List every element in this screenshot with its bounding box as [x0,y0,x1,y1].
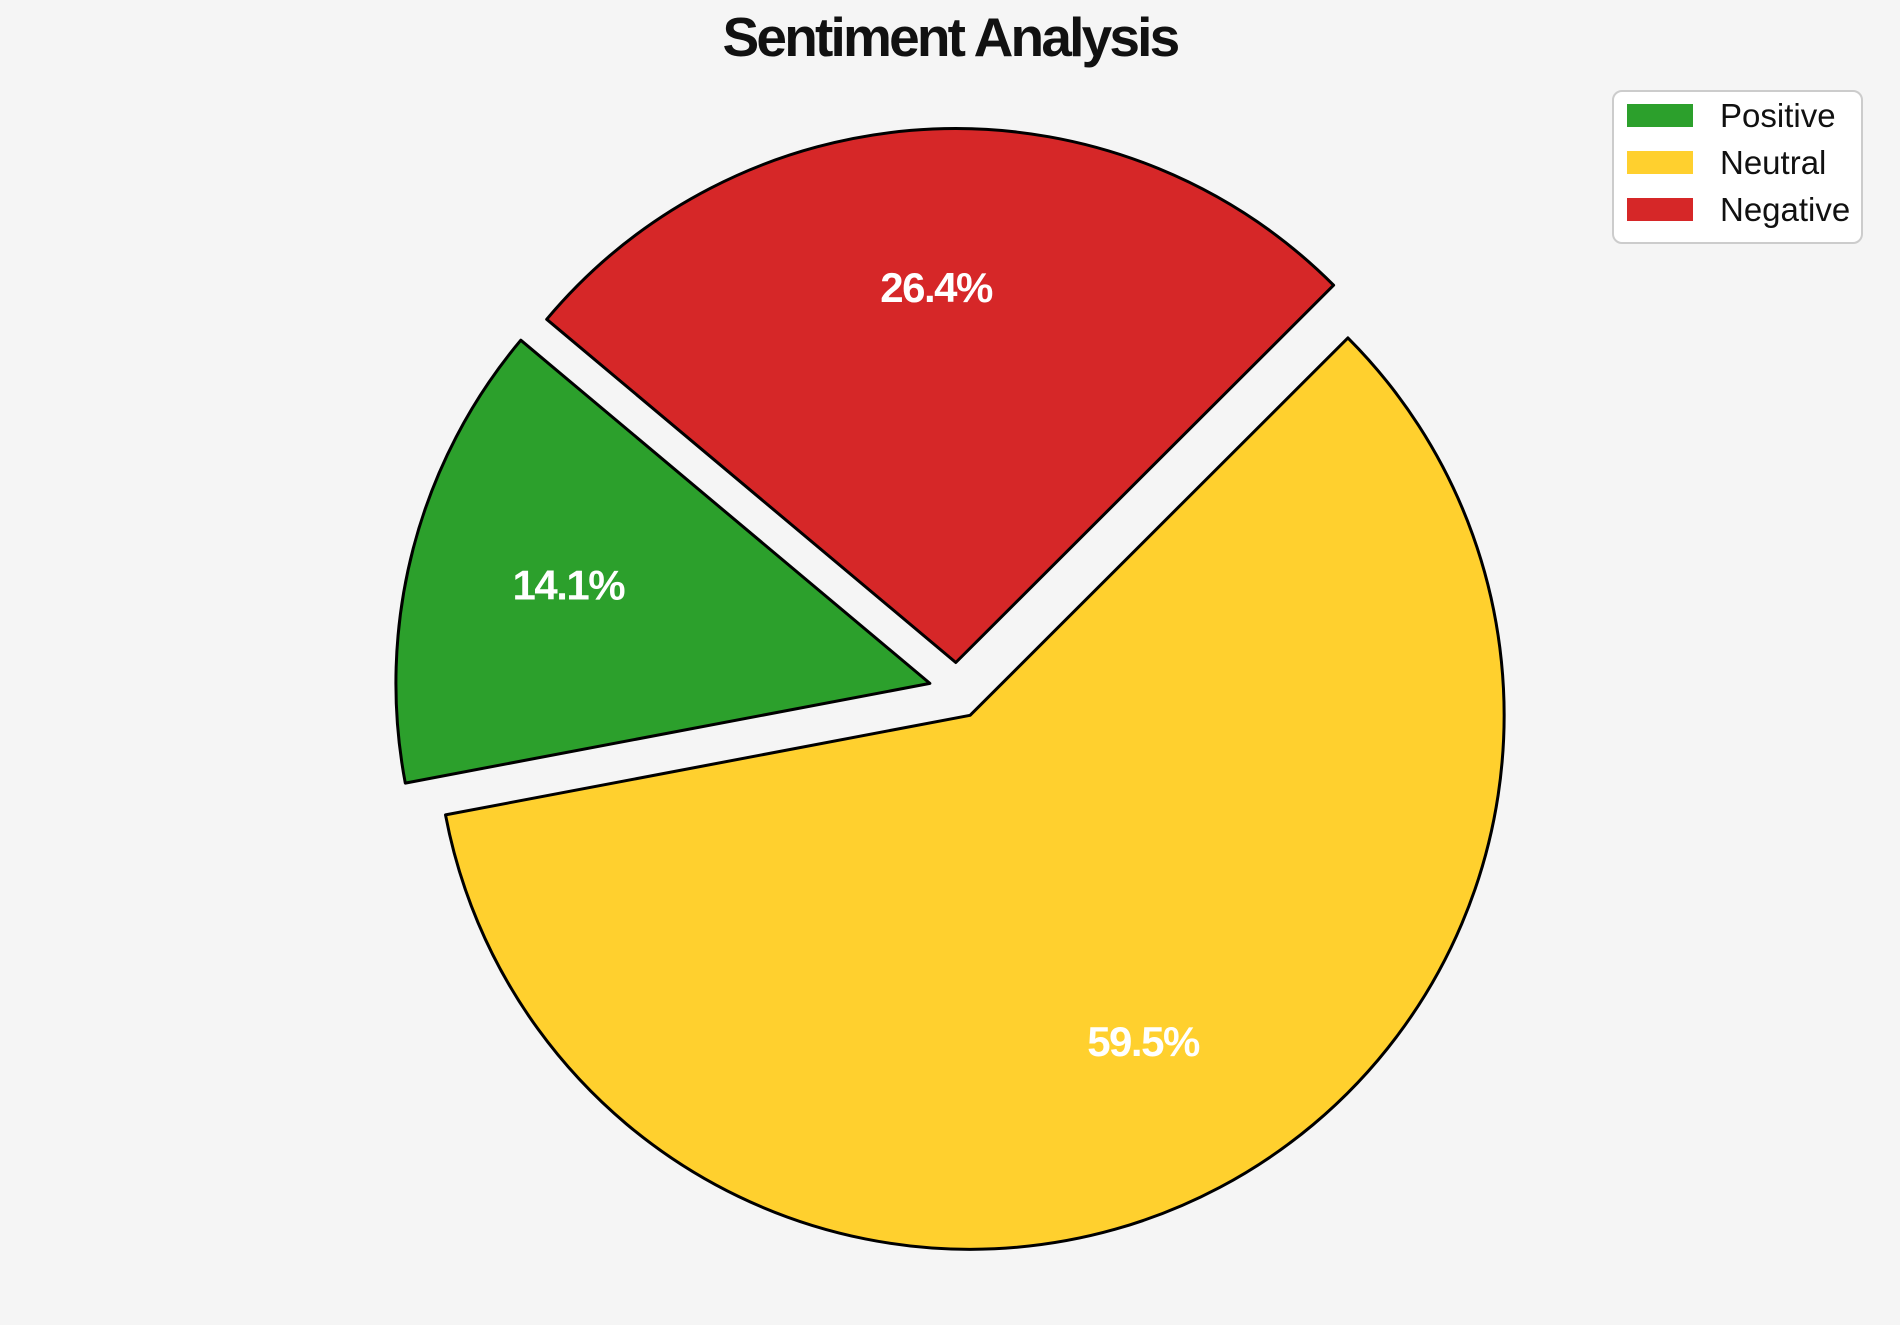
svg-text:14.1%: 14.1% [513,561,626,608]
svg-text:59.5%: 59.5% [1087,1018,1200,1065]
svg-text:26.4%: 26.4% [880,264,993,311]
